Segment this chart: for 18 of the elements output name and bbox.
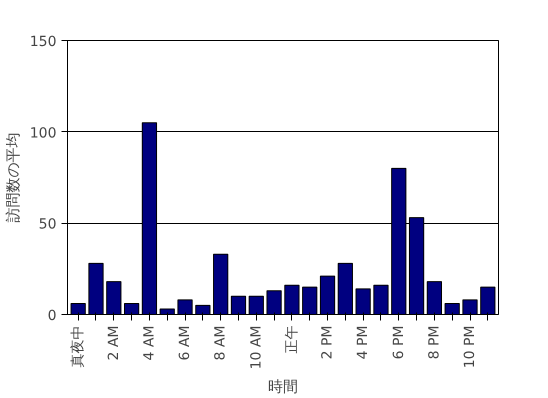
x-tick-label: 4 AM xyxy=(141,326,158,361)
x-tick-label: 8 AM xyxy=(212,326,229,361)
x-tick-label: 2 AM xyxy=(106,326,122,361)
x-tick-label: 6 PM xyxy=(390,325,407,360)
x-tick-label: 10 PM xyxy=(462,325,478,368)
y-axis-title: 訪問数の平均 xyxy=(4,132,22,222)
x-tick-label: 真夜中 xyxy=(70,326,86,368)
y-tick-label: 150 xyxy=(30,34,57,50)
x-tick-label: 正午 xyxy=(284,326,300,354)
x-axis-title: 時間 xyxy=(268,377,298,396)
x-tick-label: 4 PM xyxy=(355,325,372,360)
x-tick-label: 10 AM xyxy=(248,326,264,370)
x-tick-label: 8 PM xyxy=(426,325,442,360)
x-tick-label: 6 AM xyxy=(177,326,194,361)
y-tick-label: 100 xyxy=(30,125,57,142)
y-tick-label: 50 xyxy=(38,216,57,233)
x-tick-label: 2 PM xyxy=(320,325,336,360)
y-tick-label: 0 xyxy=(48,308,57,324)
